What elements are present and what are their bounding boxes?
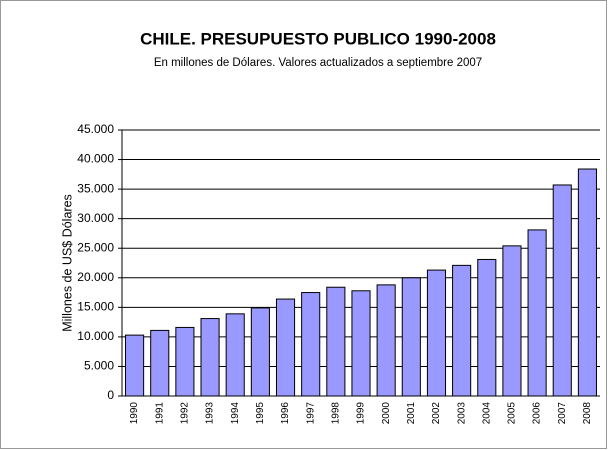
- x-tick-label: 1998: [330, 402, 341, 425]
- chart-title: CHILE. PRESUPUESTO PUBLICO 1990-2008: [140, 29, 496, 48]
- x-tick-label: 2007: [557, 402, 568, 425]
- x-tick-label: 1995: [255, 402, 266, 425]
- x-tick-label: 1990: [129, 402, 140, 425]
- y-tick-label: 15.000: [77, 300, 114, 314]
- x-tick-label: 2001: [406, 402, 417, 425]
- bar: [326, 286, 346, 397]
- x-tick-label: 2008: [582, 402, 593, 425]
- chart-subtitle: En millones de Dólares. Valores actualiz…: [154, 57, 482, 69]
- y-tick-label: 25.000: [77, 240, 114, 254]
- x-tick-label: 1991: [154, 402, 165, 425]
- bar: [401, 277, 421, 397]
- x-tick-label: 2003: [456, 402, 467, 425]
- bar: [275, 298, 296, 397]
- y-tick-label: 10.000: [77, 329, 114, 343]
- x-tick-label: 1993: [205, 402, 216, 425]
- y-tick-label: 40.000: [77, 152, 114, 166]
- y-tick-label: 20.000: [77, 270, 114, 284]
- x-tick-label: 2002: [431, 402, 442, 425]
- x-tick-label: 2000: [381, 402, 392, 425]
- bar: [200, 318, 220, 397]
- x-tick-label: 1997: [305, 402, 316, 425]
- bar: [426, 269, 447, 397]
- bar: [301, 292, 321, 397]
- bar: [527, 229, 547, 397]
- bar: [250, 307, 270, 397]
- y-tick-label: 30.000: [77, 211, 114, 225]
- y-tick-label: 0: [107, 388, 114, 402]
- bar: [552, 184, 572, 397]
- x-tick-label: 2005: [507, 402, 518, 425]
- bar: [477, 258, 497, 397]
- x-tick-label: 2004: [481, 402, 492, 425]
- y-tick-label: 45.000: [77, 122, 114, 136]
- y-tick-label: 5.000: [84, 359, 114, 373]
- bar: [502, 245, 522, 397]
- y-tick-label: 35.000: [77, 181, 114, 195]
- bar: [150, 329, 170, 397]
- bar: [452, 264, 472, 397]
- x-tick-label: 2006: [532, 402, 543, 425]
- x-tick-label: 1996: [280, 402, 291, 425]
- bar: [225, 313, 245, 397]
- bar: [351, 290, 371, 397]
- x-tick-label: 1999: [356, 402, 367, 425]
- bar: [125, 334, 145, 397]
- y-axis-label: Millones de US$ Dólares: [60, 194, 74, 332]
- x-tick-label: 1992: [180, 402, 191, 425]
- bar: [577, 168, 597, 397]
- x-tick-label: 1994: [230, 402, 241, 425]
- bar: [376, 284, 396, 397]
- bar: [175, 326, 195, 397]
